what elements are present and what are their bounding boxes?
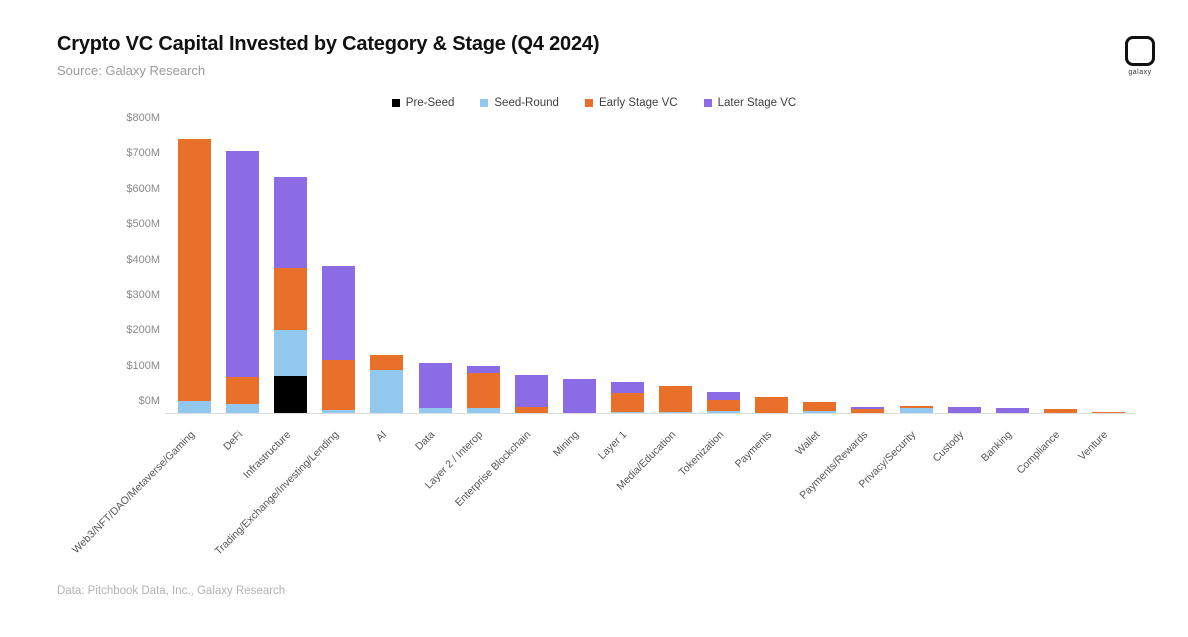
bar-segment (803, 410, 837, 413)
bar-segment (899, 405, 933, 408)
bar-segment (274, 267, 308, 330)
bar-segment (851, 406, 885, 410)
legend-label: Seed-Round (494, 97, 559, 109)
bar-segment (178, 139, 211, 401)
chart-title: Crypto VC Capital Invested by Category &… (57, 33, 600, 55)
y-axis-tick-label: $100M (126, 359, 160, 372)
bar-segment (659, 386, 692, 412)
bar-segment (466, 365, 500, 374)
bar-segment (226, 151, 260, 378)
legend-item: Early Stage VC (584, 97, 678, 109)
legend-item: Seed-Round (480, 97, 559, 109)
chart-subtitle: Source: Galaxy Research (57, 63, 206, 78)
legend-label: Later Stage VC (717, 97, 797, 109)
bar-segment (274, 375, 308, 413)
bar-segment (1091, 412, 1125, 413)
bar-segment (947, 406, 981, 413)
legend-swatch-icon (391, 99, 400, 107)
bar-segment (418, 408, 452, 413)
galaxy-logo-word: galaxy (1128, 69, 1152, 76)
bar-segment (370, 355, 404, 370)
bar-segment (370, 369, 404, 413)
bar-segment (418, 363, 452, 409)
chart-legend: Pre-Seed Seed-Round Early Stage VC Later St… (0, 97, 1188, 109)
legend-item: Later Stage VC (703, 97, 797, 109)
bar-segment (803, 401, 837, 411)
bar-segment (610, 392, 644, 412)
y-axis-tick-label: $200M (126, 324, 160, 337)
y-axis-tick-label: $600M (126, 182, 160, 195)
y-axis-tick-label: $700M (126, 147, 160, 160)
galaxy-logo: galaxy (1120, 36, 1160, 76)
bar-segment (707, 410, 741, 413)
bar-segment (562, 379, 596, 413)
y-axis-tick-label: $300M (126, 288, 160, 301)
data-credit: Data: Pitchbook Data, Inc., Galaxy Resea… (57, 585, 286, 597)
bar-segment (466, 373, 500, 409)
bar-segment (899, 407, 933, 413)
bar-segment (274, 329, 308, 376)
legend-label: Early Stage VC (598, 97, 678, 109)
y-axis-tick-label: $500M (126, 218, 160, 231)
bar-segment (707, 391, 741, 400)
bar-segment (178, 400, 211, 413)
bar-segment (851, 409, 885, 413)
legend-swatch-icon (703, 99, 712, 107)
bar-segment (466, 408, 500, 413)
bar-segment (514, 407, 548, 413)
x-axis-category-label: Web3/NFT/DAO/Metaverse/Gaming (69, 428, 197, 556)
legend-swatch-icon (480, 99, 489, 107)
legend-item: Pre-Seed (391, 97, 455, 109)
bar-segment (1043, 408, 1077, 413)
bar-segment (274, 177, 308, 268)
y-axis-tick-label: $400M (126, 253, 160, 266)
legend-swatch-icon (584, 99, 593, 107)
y-axis-tick-label: $800M (126, 112, 160, 124)
bar-segment (995, 408, 1029, 413)
galaxy-logo-icon (1125, 36, 1155, 66)
legend-label: Pre-Seed (405, 97, 455, 109)
bar-segment (610, 411, 644, 413)
bar-segment (707, 399, 741, 411)
bar-segment (755, 397, 789, 413)
bar-segment (226, 404, 260, 413)
bar-segment (610, 381, 644, 393)
bar-segment (659, 411, 692, 413)
bar-segment (514, 375, 548, 407)
bar-segment (322, 266, 356, 361)
bar-segment (322, 410, 356, 413)
y-axis-tick-label: $0M (138, 395, 160, 407)
bar-segment (226, 377, 260, 405)
bar-segment (322, 360, 356, 411)
plot-area: $0M $100M $200M $300M $400M $500M $600M $700M $8… (70, 112, 1135, 557)
